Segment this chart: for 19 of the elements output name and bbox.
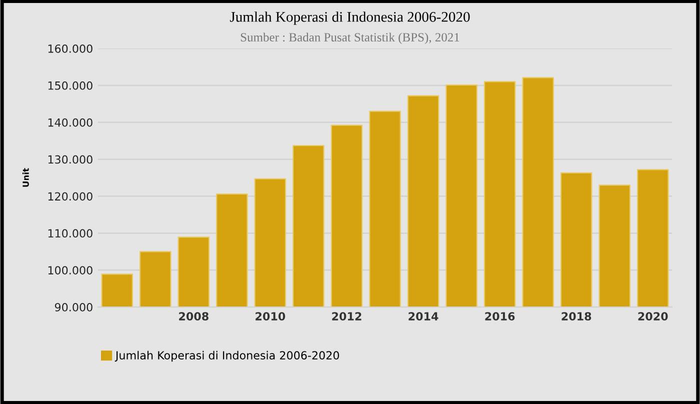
y-tick-label: 110.000 [48, 229, 92, 238]
x-tick-label: 2010 [256, 312, 286, 320]
y-tick-label: 160.000 [48, 44, 92, 53]
x-tick-label: 2012 [332, 312, 362, 320]
chart-title: Jumlah Koperasi di Indonesia 2006-2020 [230, 12, 470, 25]
chart-subtitle: Sumber : Badan Pusat Statistik (BPS), 2021 [240, 32, 460, 44]
x-tick-label: 2018 [562, 312, 592, 320]
y-tick-label: 140.000 [48, 118, 92, 127]
x-tick-label: 2008 [179, 312, 208, 320]
y-axis-title: Unit [22, 168, 29, 187]
x-tick-label: 2014 [408, 312, 438, 320]
y-tick-label: 150.000 [48, 81, 92, 90]
x-tick-label: 2016 [485, 312, 515, 320]
y-tick-label: 90.000 [54, 303, 92, 312]
y-tick-label: 130.000 [48, 155, 92, 164]
legend-label: Jumlah Koperasi di Indonesia 2006-2020 [114, 350, 340, 362]
y-tick-label: 100.000 [48, 266, 92, 274]
y-tick-label: 120.000 [48, 192, 92, 201]
x-tick-label: 2020 [638, 312, 668, 320]
